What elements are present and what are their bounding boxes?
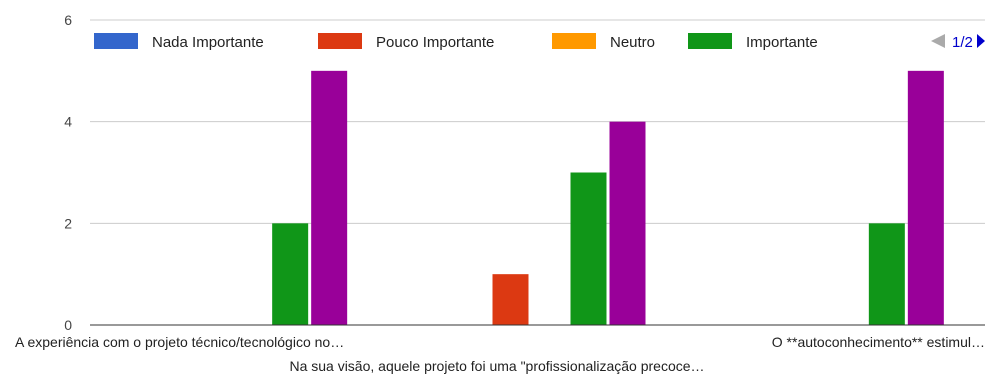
legend-label: Neutro (610, 34, 655, 51)
y-tick-label: 4 (64, 114, 72, 130)
bar[interactable] (492, 274, 529, 325)
legend-label: Importante (746, 34, 818, 51)
x-category-label: Na sua visão, aquele projeto foi uma "pr… (289, 358, 704, 374)
y-tick-label: 2 (64, 215, 72, 231)
x-category-label: A experiência com o projeto técnico/tecn… (15, 334, 344, 350)
gridlines (90, 19, 985, 224)
legend: Nada Importante Pouco Importante Neutro Imp… (94, 33, 818, 51)
bar[interactable] (868, 223, 905, 325)
page-indicator: 1/2 (952, 34, 973, 51)
bar[interactable] (311, 70, 348, 325)
legend-swatch (94, 33, 138, 49)
y-tick-label: 0 (64, 317, 72, 333)
x-category-label: O **autoconhecimento** estimul… (772, 334, 985, 350)
legend-swatch (552, 33, 596, 49)
legend-pager[interactable]: 1/2 (931, 34, 985, 51)
legend-label: Pouco Importante (376, 34, 494, 51)
bar[interactable] (609, 121, 646, 326)
y-tick-label: 6 (64, 12, 72, 28)
bar[interactable] (907, 70, 944, 325)
bar[interactable] (272, 223, 309, 325)
previous-page-icon[interactable] (931, 34, 945, 48)
legend-label: Nada Importante (152, 34, 264, 51)
y-axis-ticks: 0 2 4 6 (64, 12, 72, 333)
bar[interactable] (570, 172, 607, 326)
legend-swatch (688, 33, 732, 49)
legend-swatch (318, 33, 362, 49)
next-page-icon[interactable] (977, 34, 985, 48)
bars (272, 70, 944, 326)
x-axis-labels: A experiência com o projeto técnico/tecn… (15, 334, 985, 374)
